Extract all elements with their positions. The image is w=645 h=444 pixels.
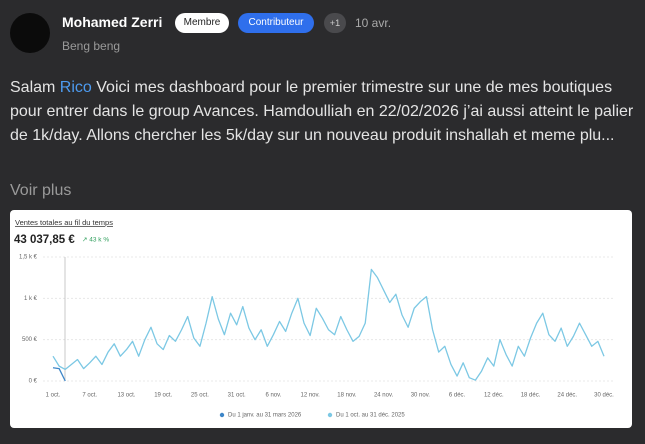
x-tick-label: 6 déc.	[449, 393, 466, 399]
x-tick-label: 13 oct.	[117, 393, 135, 399]
badge: Membre	[175, 13, 229, 33]
x-tick-label: 7 oct.	[82, 393, 97, 399]
subtitle: Beng beng	[62, 39, 121, 53]
y-tick-label: 500 €	[22, 337, 38, 343]
x-tick-label: 25 oct.	[191, 393, 209, 399]
x-tick-label: 30 nov.	[411, 393, 431, 399]
x-tick-label: 31 oct.	[228, 393, 246, 399]
chart: Ventes totales au fil du temps 43 037,85…	[10, 210, 632, 428]
legend-label: Du 1 janv. au 31 mars 2026	[228, 413, 302, 419]
x-tick-label: 1 oct.	[46, 393, 61, 399]
x-tick-label: 24 nov.	[374, 393, 394, 399]
legend-dot	[327, 412, 333, 418]
badge[interactable]: +1	[324, 13, 346, 33]
chart-title: Ventes totales au fil du temps	[15, 218, 113, 227]
card	[10, 210, 632, 428]
post-body: Salam Rico Voici mes dashboard pour le p…	[10, 76, 635, 148]
x-tick-label: 6 nov.	[265, 393, 281, 399]
x-tick-label: 18 nov.	[337, 393, 357, 399]
date: 10 avr.	[355, 16, 392, 30]
author[interactable]: Mohamed Zerri	[62, 14, 163, 30]
badge: Contributeur	[238, 13, 314, 33]
x-tick-label: 18 déc.	[521, 393, 541, 399]
x-tick-label: 30 déc.	[594, 393, 614, 399]
line	[52, 268, 605, 381]
total: 43 037,85 €	[14, 234, 75, 246]
text: Voici mes dashboard pour le premier trim…	[10, 79, 634, 144]
legend-dot	[219, 412, 225, 418]
text: Salam	[10, 79, 60, 96]
y-tick-label: 1 k €	[24, 296, 38, 302]
legend-label: Du 1 oct. au 31 déc. 2025	[336, 413, 405, 419]
line	[52, 367, 66, 382]
x-tick-label: 12 déc.	[484, 393, 504, 399]
x-tick-label: 24 déc.	[557, 393, 577, 399]
change: ↗ 43 k %	[82, 237, 109, 244]
x-tick-label: 19 oct.	[154, 393, 172, 399]
x-tick-label: 12 nov.	[301, 393, 321, 399]
y-tick-label: 1,5 k €	[19, 255, 38, 261]
avatar[interactable]	[10, 13, 50, 53]
y-tick-label: 0 €	[29, 379, 38, 385]
mention[interactable]: Rico	[59, 79, 92, 96]
see-more[interactable]: Voir plus	[10, 182, 72, 199]
